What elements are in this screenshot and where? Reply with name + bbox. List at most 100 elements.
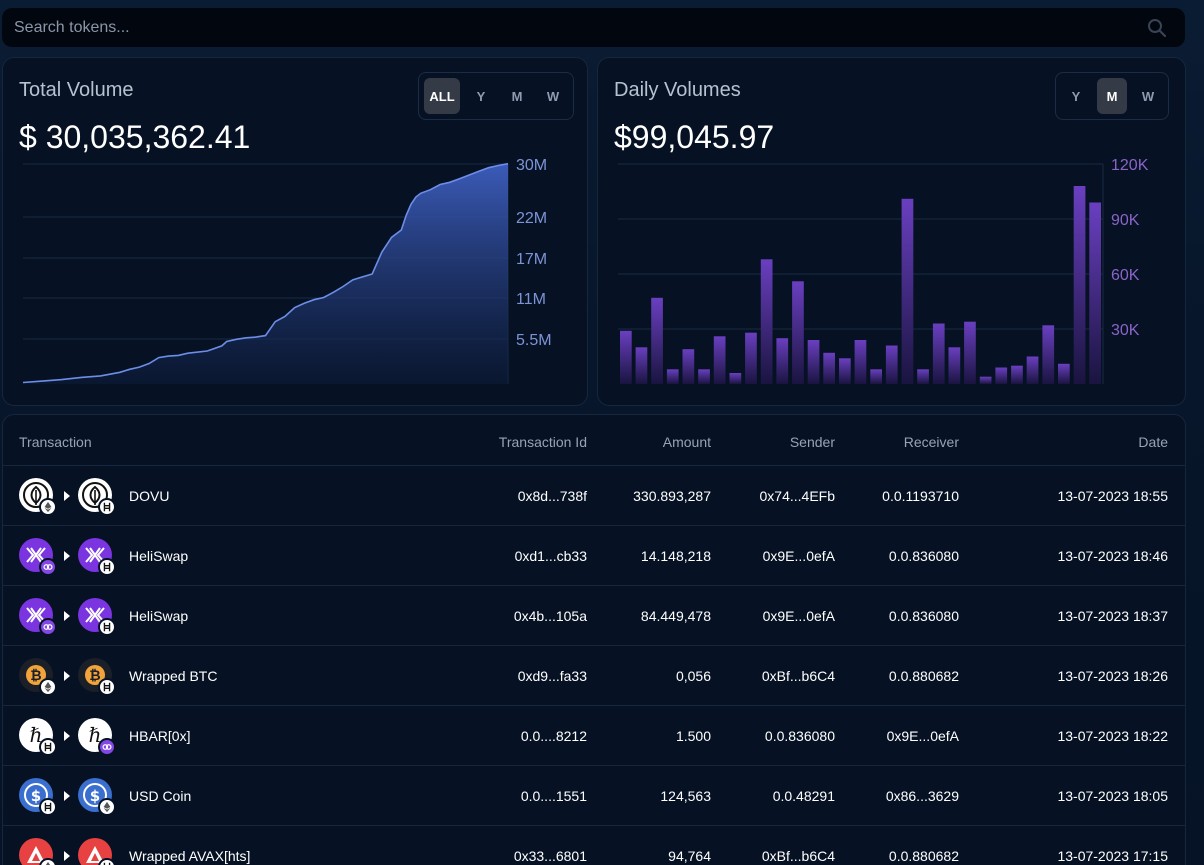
volume-bar: [932, 323, 945, 384]
transaction-id[interactable]: 0.0....1551: [520, 788, 587, 804]
sender[interactable]: 0xBf...b6C4: [761, 848, 835, 864]
amount: 1.500: [675, 728, 711, 744]
avax-icon: [78, 838, 116, 865]
total-volume-value: $ 30,035,362.41: [19, 119, 251, 155]
volume-bar: [995, 367, 1008, 384]
token-name[interactable]: USD Coin: [129, 788, 192, 804]
transaction-id[interactable]: 0x8d...738f: [517, 488, 587, 504]
area-line: [22, 162, 509, 384]
sender[interactable]: 0x74...4EFb: [759, 488, 836, 504]
transaction-id[interactable]: 0xd1...cb33: [514, 548, 587, 564]
receiver[interactable]: 0.0.836080: [888, 608, 959, 624]
table-row[interactable]: Wrapped AVAX[hts] 0x33...6801 94,764 0xB…: [3, 826, 1185, 865]
volume-bar: [729, 373, 742, 384]
transaction-id[interactable]: 0.0....8212: [520, 728, 587, 744]
total-volume-title: Total Volume: [19, 79, 134, 101]
table-row[interactable]: ℏ ℏ HBAR[0x] 0.0....8212 1.500 0.0.83608…: [3, 706, 1185, 766]
y-tick-label: 30M: [516, 157, 547, 174]
table-row[interactable]: HeliSwap 0x4b...105a 84.449,478 0x9E...0…: [3, 586, 1185, 646]
token-name[interactable]: HeliSwap: [129, 548, 189, 564]
volume-bar: [698, 369, 710, 384]
token-name[interactable]: HBAR[0x]: [129, 728, 191, 744]
volume-bar: [666, 369, 679, 384]
range-week-button[interactable]: W: [546, 88, 560, 104]
volume-bar: [682, 349, 695, 384]
token-name[interactable]: HeliSwap: [129, 608, 189, 624]
sender[interactable]: 0x9E...0efA: [762, 548, 835, 564]
table-row[interactable]: HeliSwap 0xd1...cb33 14.148,218 0x9E...0…: [3, 526, 1185, 586]
search-bar[interactable]: [2, 8, 1185, 47]
receiver[interactable]: 0x9E...0efA: [886, 728, 959, 744]
transactions-table: Transaction Transaction Id Amount Sender…: [2, 414, 1186, 865]
arrow-right-icon: [64, 851, 70, 861]
table-row[interactable]: DOVU 0x8d...738f 330.893,287 0x74...4EFb…: [3, 466, 1185, 526]
sender[interactable]: 0.0.836080: [764, 728, 835, 744]
header-amount[interactable]: Amount: [662, 434, 711, 450]
arrow-right-icon: [64, 491, 70, 501]
volume-bar: [1042, 325, 1055, 384]
svg-text:₿: ₿: [89, 668, 100, 684]
range-month-button[interactable]: M: [511, 88, 523, 104]
range-year-button[interactable]: Y: [476, 88, 486, 104]
ethereum-badge: [98, 798, 116, 816]
header-transaction-id[interactable]: Transaction Id: [498, 434, 587, 450]
date: 13-07-2023 18:05: [1057, 788, 1168, 804]
sender[interactable]: 0xBf...b6C4: [761, 668, 835, 684]
receiver[interactable]: 0.0.1193710: [882, 488, 959, 504]
hbar-icon: ℏ: [19, 718, 57, 756]
volume-bar: [854, 340, 867, 384]
amount: 84.449,478: [640, 608, 711, 624]
range-year-button[interactable]: Y: [1071, 88, 1081, 104]
range-week-button[interactable]: W: [1141, 88, 1155, 104]
amount: 0,056: [675, 668, 711, 684]
header-sender[interactable]: Sender: [789, 434, 835, 450]
header-transaction[interactable]: Transaction: [19, 434, 92, 450]
transaction-id[interactable]: 0x4b...105a: [513, 608, 587, 624]
hbar-icon: ℏ: [78, 718, 116, 756]
receiver[interactable]: 0.0.880682: [888, 848, 959, 864]
search-input[interactable]: [14, 18, 1147, 37]
volume-bar: [651, 297, 663, 384]
receiver[interactable]: 0.0.836080: [888, 548, 959, 564]
transaction-id[interactable]: 0xd9...fa33: [517, 668, 587, 684]
svg-text:ℏ: ℏ: [30, 723, 43, 747]
date: 13-07-2023 18:55: [1057, 488, 1168, 504]
area-fill: [23, 163, 508, 384]
header-date[interactable]: Date: [1138, 434, 1168, 450]
svg-text:$: $: [31, 787, 41, 805]
transaction-id[interactable]: 0x33...6801: [513, 848, 587, 864]
volume-bar: [948, 347, 961, 384]
volume-bar: [979, 376, 992, 384]
token-name[interactable]: DOVU: [129, 488, 170, 504]
table-row[interactable]: $ $ USD Coin 0.0....1551 124,563 0.0.482…: [3, 766, 1185, 826]
y-tick-label: 120K: [1111, 157, 1149, 174]
usdc-icon: $: [19, 778, 57, 816]
token-name[interactable]: Wrapped AVAX[hts]: [129, 848, 251, 864]
avax-icon: [19, 838, 57, 865]
volume-bar: [1011, 365, 1023, 384]
receiver[interactable]: 0.0.880682: [888, 668, 959, 684]
ethereum-badge: [39, 678, 57, 696]
search-icon[interactable]: [1147, 18, 1167, 38]
table-row[interactable]: ₿ ₿ Wrapped BTC 0xd9...fa33 0,056 0xBf..…: [3, 646, 1185, 706]
sender[interactable]: 0x9E...0efA: [762, 608, 835, 624]
daily-volumes-title: Daily Volumes: [614, 79, 741, 101]
receiver[interactable]: 0x86...3629: [885, 788, 959, 804]
volume-bar: [1026, 356, 1039, 384]
header-receiver[interactable]: Receiver: [903, 434, 959, 450]
arrow-right-icon: [64, 791, 70, 801]
y-tick-label: 60K: [1111, 267, 1140, 284]
heliswap-icon: [19, 598, 57, 636]
token-name[interactable]: Wrapped BTC: [129, 668, 218, 684]
volume-bar: [760, 259, 773, 384]
range-all-button[interactable]: ALL: [424, 78, 460, 114]
volume-bar: [1058, 363, 1070, 384]
range-month-button[interactable]: M: [1097, 78, 1127, 114]
arrow-right-icon: [64, 671, 70, 681]
dovu-icon: [19, 478, 57, 516]
hedera-badge: [98, 618, 116, 636]
hedera-badge: [98, 678, 116, 696]
y-tick-label: 11M: [516, 291, 546, 308]
sender[interactable]: 0.0.48291: [772, 788, 835, 804]
volume-bar: [839, 358, 851, 384]
